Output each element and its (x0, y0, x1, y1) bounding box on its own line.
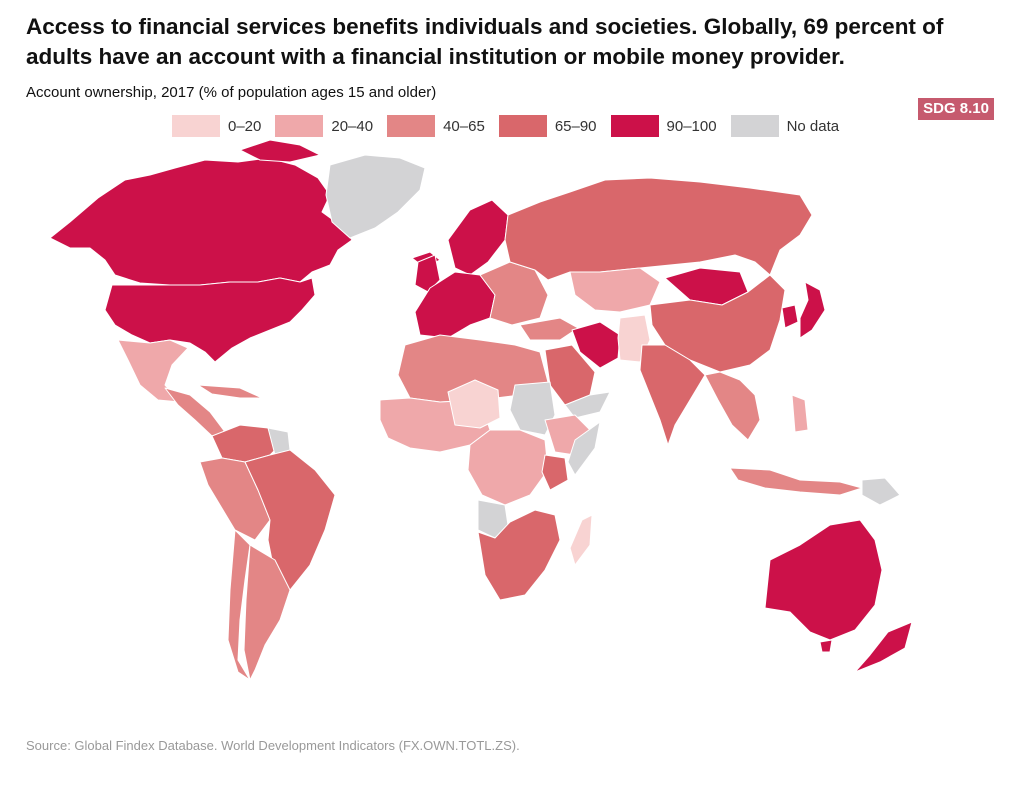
region-canada-islands (239, 140, 321, 163)
region-caribbean (197, 384, 263, 399)
legend-item-no-data: No data (730, 115, 840, 137)
region-central-asia (569, 267, 661, 313)
legend-swatch (498, 115, 547, 137)
legend-swatch (730, 115, 779, 137)
region-turkey (519, 317, 579, 341)
region-sahel (447, 379, 501, 429)
region-southern-africa (477, 509, 561, 601)
legend-item-0-20: 0–20 (172, 115, 261, 137)
region-chile (227, 529, 251, 681)
legend-label: 20–40 (331, 117, 374, 135)
region-indonesia (729, 467, 863, 496)
region-iran (571, 321, 621, 369)
region-united-states (104, 277, 316, 363)
legend-label: No data (786, 117, 840, 135)
region-canada (49, 157, 353, 286)
map-legend: 0–20 20–40 40–65 65–90 90–100 No data (172, 115, 853, 137)
legend-swatch (387, 115, 436, 137)
region-papua (861, 477, 901, 506)
region-kenya (541, 454, 569, 491)
legend-item-40-65: 40–65 (387, 115, 485, 137)
page-title: Access to financial services benefits in… (26, 14, 944, 69)
region-japan (799, 281, 826, 339)
region-brazil (244, 449, 336, 591)
world-map (49, 140, 913, 681)
region-western-europe (414, 271, 496, 339)
legend-swatch (172, 115, 220, 137)
region-argentina (243, 544, 291, 681)
legend-label: 40–65 (443, 117, 485, 135)
legend-swatch (610, 115, 659, 137)
region-sudan (509, 381, 556, 436)
legend-swatch (275, 115, 324, 137)
map-subtitle: Account ownership, 2017 (% of population… (26, 84, 437, 101)
legend-label: 90–100 (666, 117, 717, 135)
region-russia (504, 177, 813, 281)
legend-item-20-40: 20–40 (275, 115, 373, 137)
region-australia (764, 519, 883, 641)
region-philippines (791, 394, 809, 433)
region-tasmania (819, 639, 833, 653)
region-central-america (164, 387, 226, 437)
legend-label: 0–20 (228, 117, 262, 135)
region-madagascar (569, 514, 593, 566)
sdg-badge: SDG 8.10 (918, 98, 994, 120)
region-india (639, 344, 706, 446)
legend-item-90-100: 90–100 (610, 115, 717, 137)
region-southeast-asia (704, 371, 761, 441)
region-new-zealand (854, 621, 913, 673)
region-somalia (567, 421, 601, 476)
region-korea (781, 304, 799, 329)
region-greenland (325, 154, 426, 239)
legend-label: 65–90 (554, 117, 597, 135)
region-central-africa (467, 429, 549, 506)
region-mexico (117, 339, 189, 403)
legend-item-65-90: 65–90 (498, 115, 597, 137)
source-note: Source: Global Findex Database. World De… (26, 738, 520, 753)
region-scandinavia (447, 199, 509, 276)
